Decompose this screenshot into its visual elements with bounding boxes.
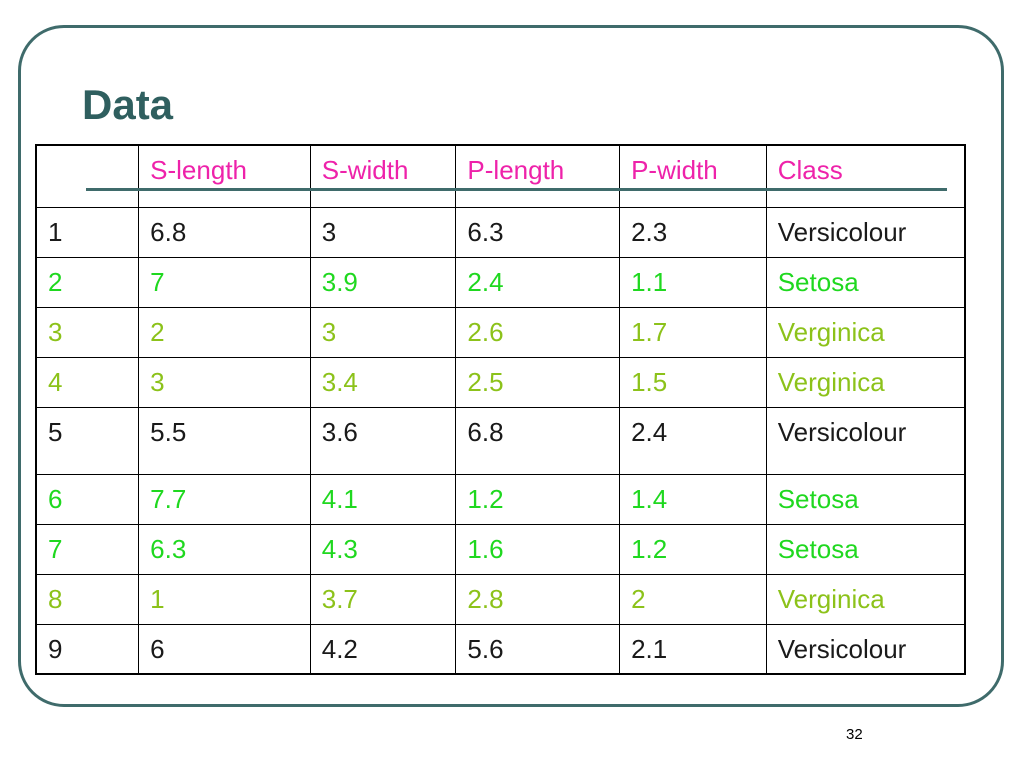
table-row: 8 1 3.7 2.8 2 Verginica — [35, 573, 966, 625]
table-row: 1 6.8 3 6.3 2.3 Versicolour — [35, 206, 966, 258]
cell-s-width: 4.3 — [309, 523, 457, 575]
header-p-width: P-width — [619, 144, 767, 208]
cell-s-length: 3 — [138, 356, 311, 408]
cell-p-length: 2.6 — [455, 306, 621, 358]
table-row: 3 2 3 2.6 1.7 Verginica — [35, 306, 966, 358]
cell-p-length: 2.5 — [455, 356, 621, 408]
cell-p-width: 2.3 — [619, 206, 767, 258]
cell-class: Setosa — [765, 523, 966, 575]
cell-s-width: 3.6 — [309, 406, 457, 475]
cell-s-length: 1 — [138, 573, 311, 625]
cell-index: 4 — [35, 356, 140, 408]
cell-s-length: 2 — [138, 306, 311, 358]
slide-frame — [18, 25, 1004, 707]
cell-s-width: 3.7 — [309, 573, 457, 625]
table-row: 9 6 4.2 5.6 2.1 Versicolour — [35, 623, 966, 675]
cell-p-length: 1.2 — [455, 473, 621, 525]
cell-class: Versicolour — [765, 623, 966, 675]
header-s-width: S-width — [309, 144, 457, 208]
cell-s-length: 5.5 — [138, 406, 311, 475]
cell-index: 1 — [35, 206, 140, 258]
cell-p-width: 1.4 — [619, 473, 767, 525]
cell-p-width: 2 — [619, 573, 767, 625]
cell-class: Setosa — [765, 256, 966, 308]
cell-p-width: 1.2 — [619, 523, 767, 575]
cell-p-width: 2.4 — [619, 406, 767, 475]
cell-p-length: 2.8 — [455, 573, 621, 625]
cell-p-length: 2.4 — [455, 256, 621, 308]
cell-class: Verginica — [765, 573, 966, 625]
cell-index: 7 — [35, 523, 140, 575]
cell-s-length: 7.7 — [138, 473, 311, 525]
cell-class: Verginica — [765, 306, 966, 358]
cell-class: Verginica — [765, 356, 966, 408]
cell-p-length: 1.6 — [455, 523, 621, 575]
table-row: 7 6.3 4.3 1.6 1.2 Setosa — [35, 523, 966, 575]
header-p-length: P-length — [455, 144, 621, 208]
data-table: S-length S-width P-length P-width Class … — [35, 144, 966, 675]
cell-s-width: 3.9 — [309, 256, 457, 308]
table-header-row: S-length S-width P-length P-width Class — [35, 144, 966, 208]
table-row: 2 7 3.9 2.4 1.1 Setosa — [35, 256, 966, 308]
cell-class: Versicolour — [765, 206, 966, 258]
cell-p-length: 6.3 — [455, 206, 621, 258]
cell-s-length: 7 — [138, 256, 311, 308]
cell-s-width: 3 — [309, 206, 457, 258]
cell-p-width: 2.1 — [619, 623, 767, 675]
cell-p-length: 5.6 — [455, 623, 621, 675]
cell-s-length: 6.3 — [138, 523, 311, 575]
cell-index: 8 — [35, 573, 140, 625]
cell-p-width: 1.5 — [619, 356, 767, 408]
cell-p-width: 1.1 — [619, 256, 767, 308]
header-index — [35, 144, 140, 208]
cell-class: Versicolour — [765, 406, 966, 475]
cell-s-length: 6.8 — [138, 206, 311, 258]
cell-index: 9 — [35, 623, 140, 675]
cell-p-length: 6.8 — [455, 406, 621, 475]
header-class: Class — [765, 144, 966, 208]
cell-index: 2 — [35, 256, 140, 308]
cell-index: 5 — [35, 406, 140, 475]
cell-index: 3 — [35, 306, 140, 358]
header-s-length: S-length — [138, 144, 311, 208]
table-row: 5 5.5 3.6 6.8 2.4 Versicolour — [35, 406, 966, 475]
slide-title: Data — [82, 81, 174, 128]
table-row: 6 7.7 4.1 1.2 1.4 Setosa — [35, 473, 966, 525]
cell-p-width: 1.7 — [619, 306, 767, 358]
header-underline-rule — [86, 188, 947, 191]
cell-s-width: 4.1 — [309, 473, 457, 525]
cell-s-width: 4.2 — [309, 623, 457, 675]
cell-index: 6 — [35, 473, 140, 525]
cell-s-length: 6 — [138, 623, 311, 675]
cell-s-width: 3 — [309, 306, 457, 358]
table-row: 4 3 3.4 2.5 1.5 Verginica — [35, 356, 966, 408]
cell-class: Setosa — [765, 473, 966, 525]
cell-s-width: 3.4 — [309, 356, 457, 408]
page-number: 32 — [846, 726, 863, 743]
